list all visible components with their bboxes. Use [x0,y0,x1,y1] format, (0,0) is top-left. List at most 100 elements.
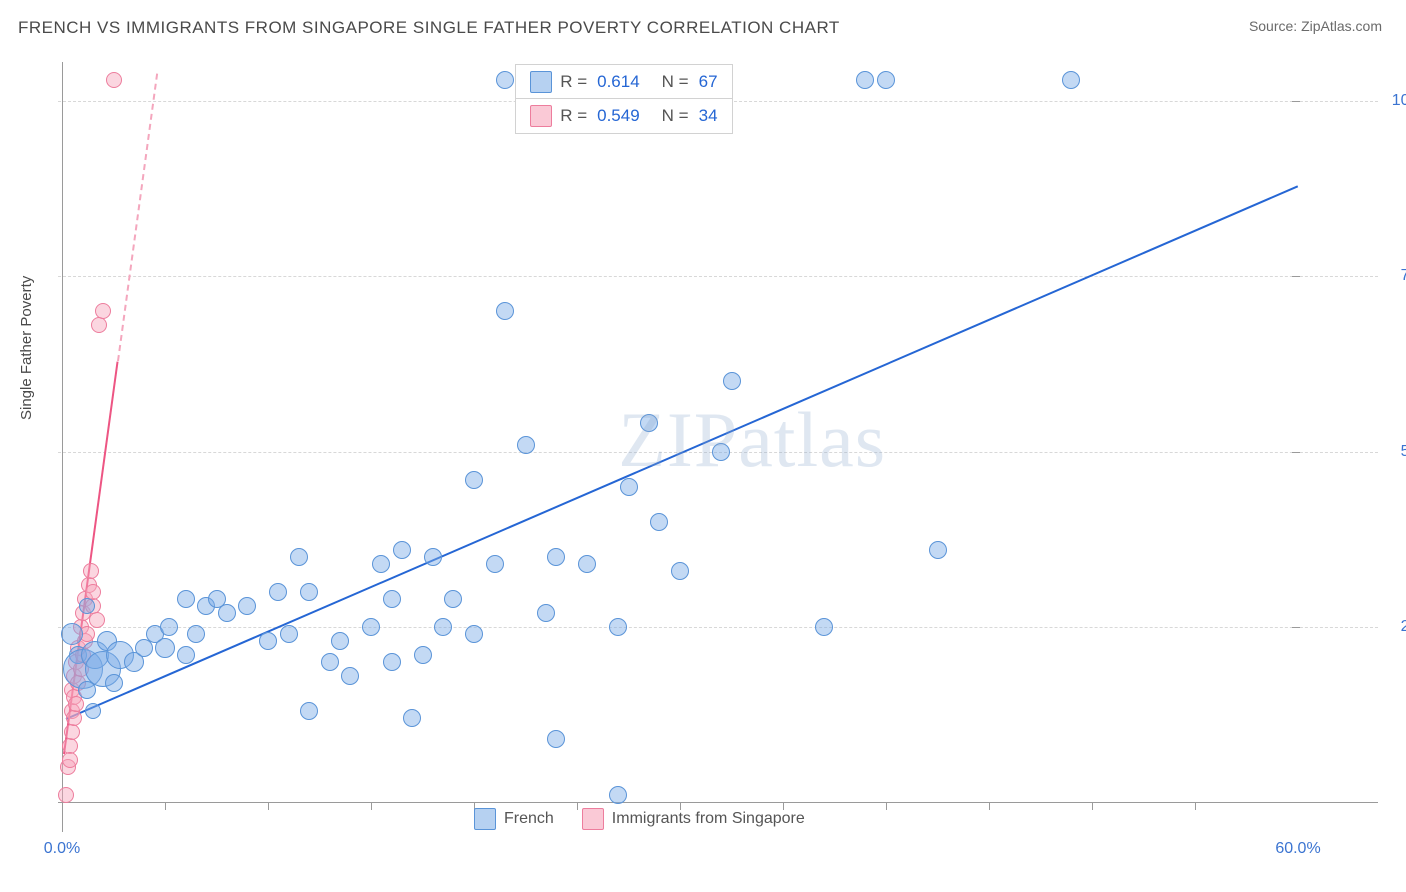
data-point [218,604,236,622]
data-point [640,414,658,432]
watermark: ZIPatlas [618,395,886,485]
data-point [547,730,565,748]
gridline [58,627,1378,628]
r-label: R = [560,106,587,126]
data-point [465,625,483,643]
data-point [177,590,195,608]
n-label: N = [662,106,689,126]
data-point [547,548,565,566]
data-point [64,724,80,740]
data-point [383,590,401,608]
data-point [341,667,359,685]
data-point [68,696,84,712]
data-point [61,623,83,645]
correlation-stat-box: R = 0.549 N = 34 [515,98,732,134]
n-value: 34 [699,106,718,126]
source-value: ZipAtlas.com [1301,18,1382,34]
data-point [444,590,462,608]
legend-swatch [474,808,496,830]
data-point [496,71,514,89]
legend-label: Immigrants from Singapore [612,810,805,828]
data-point [83,563,99,579]
y-tick-label: 25.0% [1401,618,1406,636]
data-point [650,513,668,531]
y-tick-label: 75.0% [1401,267,1406,285]
data-point [160,618,178,636]
legend-swatch [530,105,552,127]
data-point [259,632,277,650]
r-value: 0.614 [597,72,640,92]
data-point [578,555,596,573]
data-point [105,674,123,692]
data-point [177,646,195,664]
n-value: 67 [699,72,718,92]
data-point [269,583,287,601]
chart-title: FRENCH VS IMMIGRANTS FROM SINGAPORE SING… [18,18,840,38]
y-tick-label: 100.0% [1392,92,1406,110]
data-point [62,752,78,768]
data-point [280,625,298,643]
data-point [434,618,452,636]
data-point [393,541,411,559]
data-point [58,787,74,803]
data-point [91,317,107,333]
source-attribution: Source: ZipAtlas.com [1249,18,1382,34]
x-tick [1195,802,1196,810]
x-tick [165,802,166,810]
data-point [95,303,111,319]
data-point [877,71,895,89]
r-value: 0.549 [597,106,640,126]
data-point [486,555,504,573]
data-point [362,618,380,636]
x-tick-label: 60.0% [1275,840,1320,858]
data-point [106,72,122,88]
data-point [517,436,535,454]
data-point [300,702,318,720]
data-point [671,562,689,580]
data-point [383,653,401,671]
data-point [372,555,390,573]
y-tick [1292,276,1300,277]
gridline [58,276,1378,277]
r-label: R = [560,72,587,92]
x-tick [989,802,990,810]
x-axis [58,802,1378,803]
data-point [89,612,105,628]
data-point [321,653,339,671]
data-point [331,632,349,650]
data-point [155,638,175,658]
data-point [79,598,95,614]
data-point [414,646,432,664]
legend-label: French [504,810,554,828]
data-point [1062,71,1080,89]
n-label: N = [662,72,689,92]
data-point [85,703,101,719]
y-tick [1292,101,1300,102]
data-point [856,71,874,89]
source-label: Source: [1249,18,1301,34]
y-tick-label: 50.0% [1401,443,1406,461]
data-point [815,618,833,636]
data-point [537,604,555,622]
legend-swatch [582,808,604,830]
data-point [609,786,627,804]
data-point [609,618,627,636]
legend: French Immigrants from Singapore [474,808,825,830]
data-point [424,548,442,566]
data-point [300,583,318,601]
y-tick [1292,627,1300,628]
data-point [403,709,421,727]
data-point [723,372,741,390]
data-point [929,541,947,559]
data-point [620,478,638,496]
data-point [712,443,730,461]
data-point [290,548,308,566]
x-tick [371,802,372,810]
trend-line [117,74,158,362]
scatter-chart: 25.0%50.0%75.0%100.0%0.0%60.0%ZIPatlasR … [58,62,1378,832]
y-axis-title: Single Father Poverty [18,276,35,420]
data-point [187,625,205,643]
data-point [238,597,256,615]
data-point [66,710,82,726]
data-point [496,302,514,320]
